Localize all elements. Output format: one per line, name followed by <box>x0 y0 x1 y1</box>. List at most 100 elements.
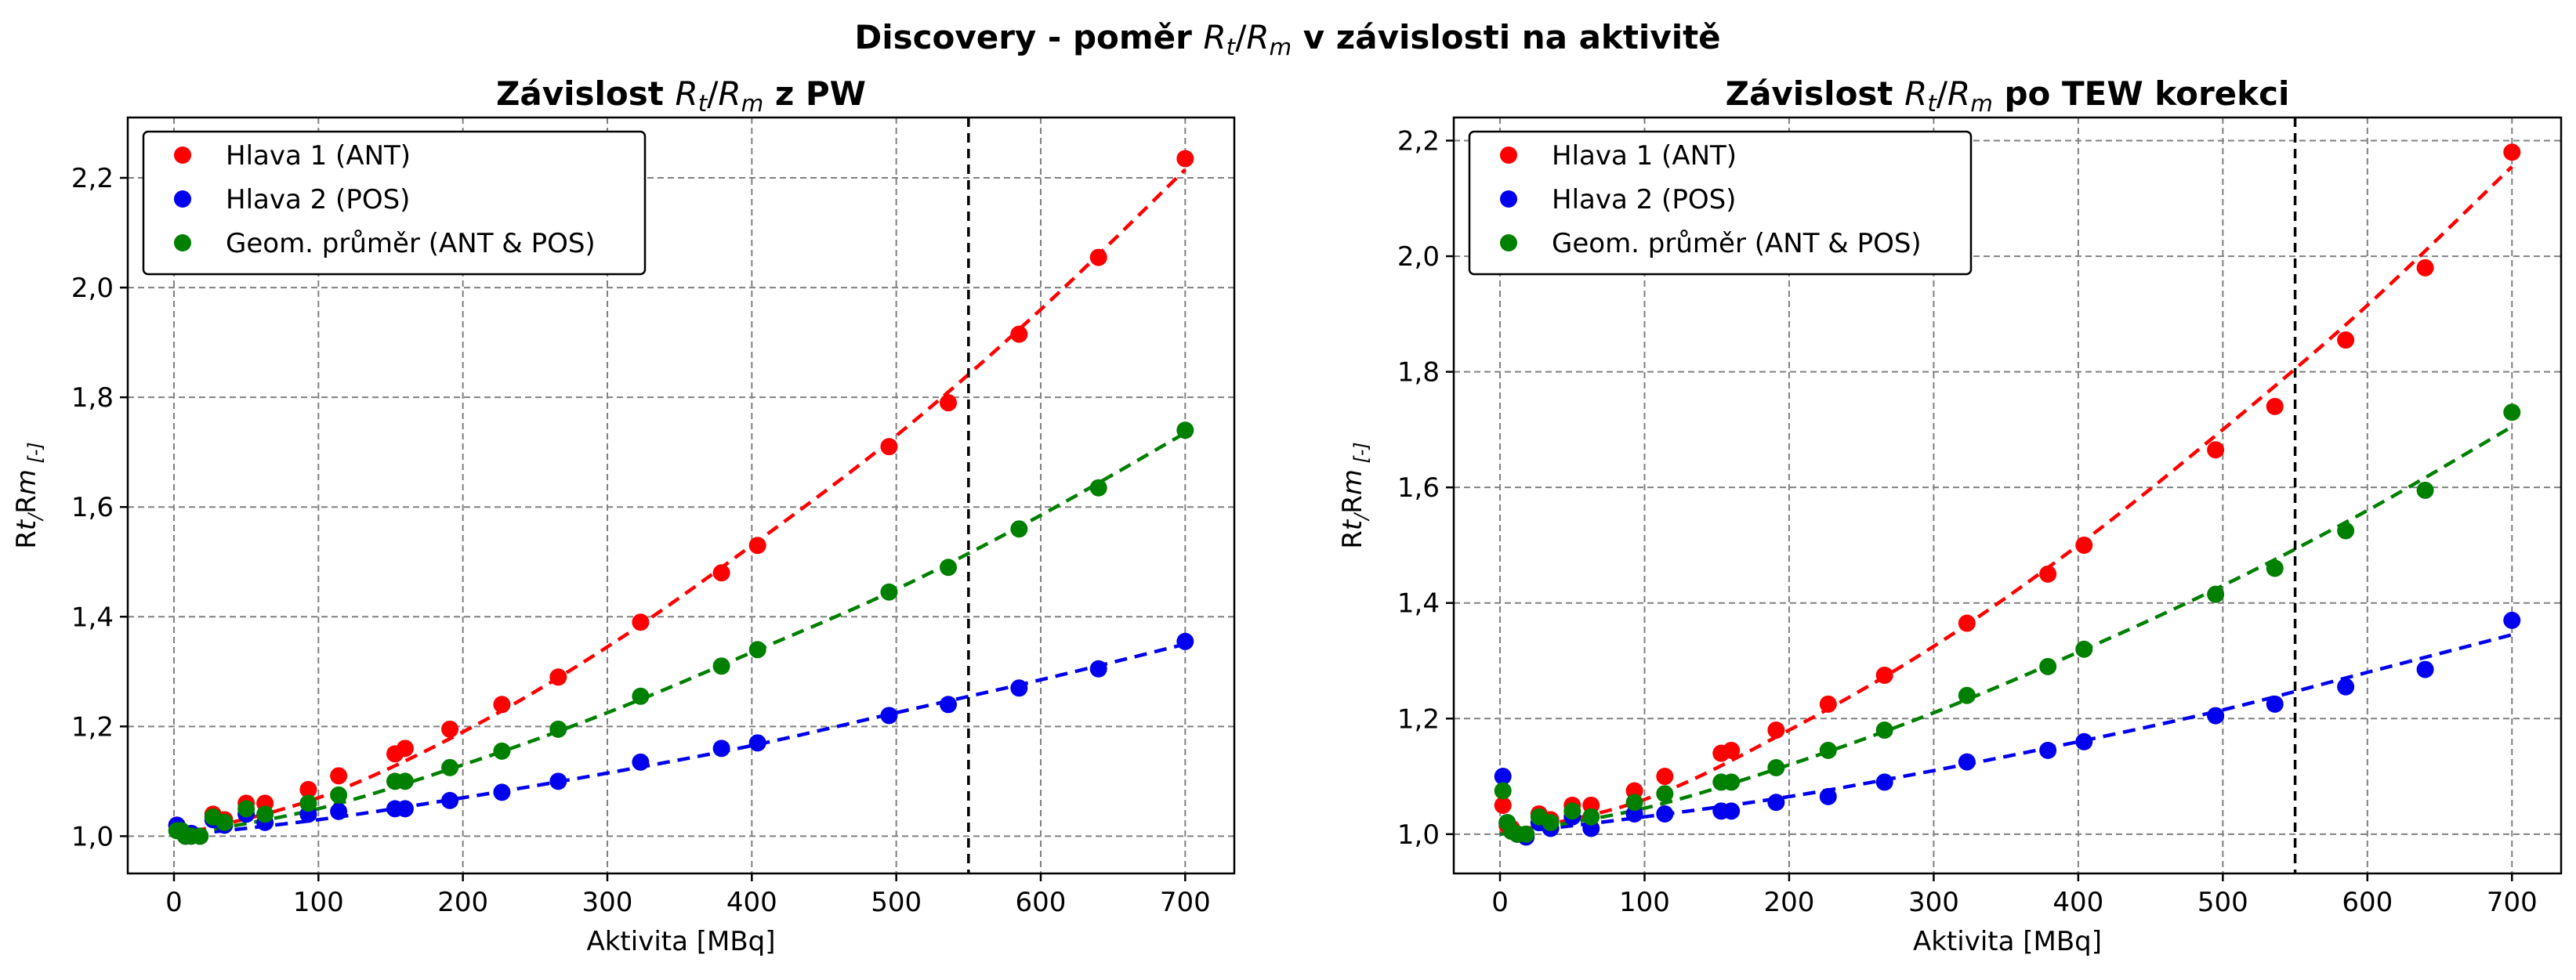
data-point <box>1176 421 1194 439</box>
data-point <box>549 668 567 686</box>
data-point <box>632 613 650 631</box>
panel-title: Závislost Rt/Rm po TEW korekci <box>1726 74 2290 117</box>
data-point <box>330 786 348 804</box>
data-point <box>940 696 958 714</box>
data-point <box>1656 805 1674 823</box>
data-point <box>2337 678 2355 696</box>
legend-marker <box>1500 190 1517 208</box>
y-tick-label: 2,0 <box>1397 241 1440 273</box>
data-point <box>441 720 459 738</box>
y-tick-label: 1,4 <box>71 602 114 633</box>
x-tick-label: 0 <box>165 887 183 918</box>
legend-marker <box>174 190 191 208</box>
chart-panel-pw: Závislost Rt/Rm z PW 0 100 200 300 400 500 600 7… <box>11 74 1236 957</box>
data-point <box>1542 814 1560 832</box>
data-point <box>1582 808 1600 826</box>
x-tick-label: 200 <box>437 887 488 918</box>
legend-label: Hlava 1 (ANT) <box>226 140 411 172</box>
data-point <box>1767 794 1785 812</box>
data-point <box>1089 248 1107 266</box>
data-point <box>2039 741 2057 759</box>
data-point <box>880 438 898 456</box>
data-point <box>441 791 459 809</box>
data-point <box>940 394 958 412</box>
data-point <box>256 805 274 823</box>
data-point <box>1875 773 1893 791</box>
data-point <box>632 687 650 705</box>
data-point <box>549 772 567 790</box>
y-tick-label: 1,2 <box>71 711 114 743</box>
plot-frame <box>126 116 1236 875</box>
x-tick-label: 700 <box>1160 887 1211 918</box>
data-point <box>1767 721 1785 740</box>
legend: Hlava 1 (ANT) Hlava 2 (POS) Geom. průměr (… <box>1468 130 1973 276</box>
data-point <box>493 696 511 714</box>
data-point <box>1958 614 1976 632</box>
x-tick-label: 400 <box>2052 887 2103 918</box>
x-tick-label: 500 <box>871 887 922 918</box>
x-tick-label: 300 <box>582 887 633 918</box>
data-point <box>237 800 255 818</box>
data-point <box>2337 522 2355 540</box>
data-point <box>1723 802 1741 820</box>
data-point <box>1875 666 1893 684</box>
data-point <box>632 753 650 771</box>
data-point <box>396 800 414 818</box>
data-point <box>1010 679 1028 697</box>
data-point <box>191 827 209 845</box>
data-point <box>1563 802 1581 820</box>
data-point <box>396 772 414 790</box>
data-point <box>880 707 898 725</box>
figure-title: Discovery - poměr Rt/Rm v závislosti na … <box>854 18 1720 60</box>
x-tick-label: 100 <box>293 887 344 918</box>
data-point <box>493 783 511 801</box>
data-point <box>748 734 766 752</box>
x-tick-label: 500 <box>2197 887 2248 918</box>
fit-curve <box>1499 425 2513 837</box>
data-point <box>1517 825 1535 843</box>
y-tick-label: 1,6 <box>71 492 114 523</box>
data-point <box>1494 796 1512 814</box>
data-point <box>2075 732 2093 750</box>
x-axis-label: Aktivita [MBq] <box>586 926 775 957</box>
data-point <box>2503 143 2521 161</box>
legend-label: Hlava 1 (ANT) <box>1552 140 1737 172</box>
data-point <box>1494 768 1512 786</box>
y-tick-label: 1,8 <box>71 382 114 414</box>
y-tick-label: 2,2 <box>1397 126 1440 157</box>
x-tick-label: 700 <box>2487 887 2538 918</box>
data-point <box>2266 695 2284 713</box>
data-point <box>330 802 348 820</box>
data-point <box>1767 758 1785 776</box>
fit-curve <box>1499 633 2513 837</box>
legend-box <box>1468 130 1973 276</box>
fit-curve <box>173 168 1187 838</box>
data-point <box>1819 741 1837 759</box>
chart-panel-tew: Závislost Rt/Rm po TEW korekci 0 100 200 300… <box>1337 74 2563 957</box>
y-tick-label: 1,4 <box>1397 588 1440 620</box>
x-tick-label: 0 <box>1491 887 1509 918</box>
data-point <box>1656 785 1674 803</box>
data-point <box>2075 536 2093 554</box>
legend: Hlava 1 (ANT) Hlava 2 (POS) Geom. průměr (… <box>142 130 647 276</box>
legend-marker <box>174 146 191 164</box>
data-point <box>712 740 730 758</box>
legend-box <box>142 130 647 276</box>
data-point <box>1819 787 1837 805</box>
x-axis-label: Aktivita [MBq] <box>1913 926 2102 957</box>
data-point <box>1723 773 1741 791</box>
data-point <box>1089 479 1107 497</box>
fit-curve <box>1499 165 2513 837</box>
data-point <box>2416 481 2434 499</box>
data-point <box>1010 520 1028 538</box>
y-axis-label: Rt/Rm [-] <box>11 442 46 548</box>
data-point <box>1010 325 1028 343</box>
data-point <box>2207 441 2225 459</box>
panel-title: Závislost Rt/Rm z PW <box>496 74 866 117</box>
data-point <box>1494 782 1512 800</box>
data-point <box>441 758 459 776</box>
data-point <box>1958 753 1976 771</box>
data-point <box>2503 611 2521 629</box>
data-point <box>2266 559 2284 577</box>
